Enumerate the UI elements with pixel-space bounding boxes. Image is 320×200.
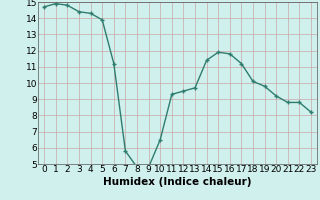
X-axis label: Humidex (Indice chaleur): Humidex (Indice chaleur) — [103, 177, 252, 187]
